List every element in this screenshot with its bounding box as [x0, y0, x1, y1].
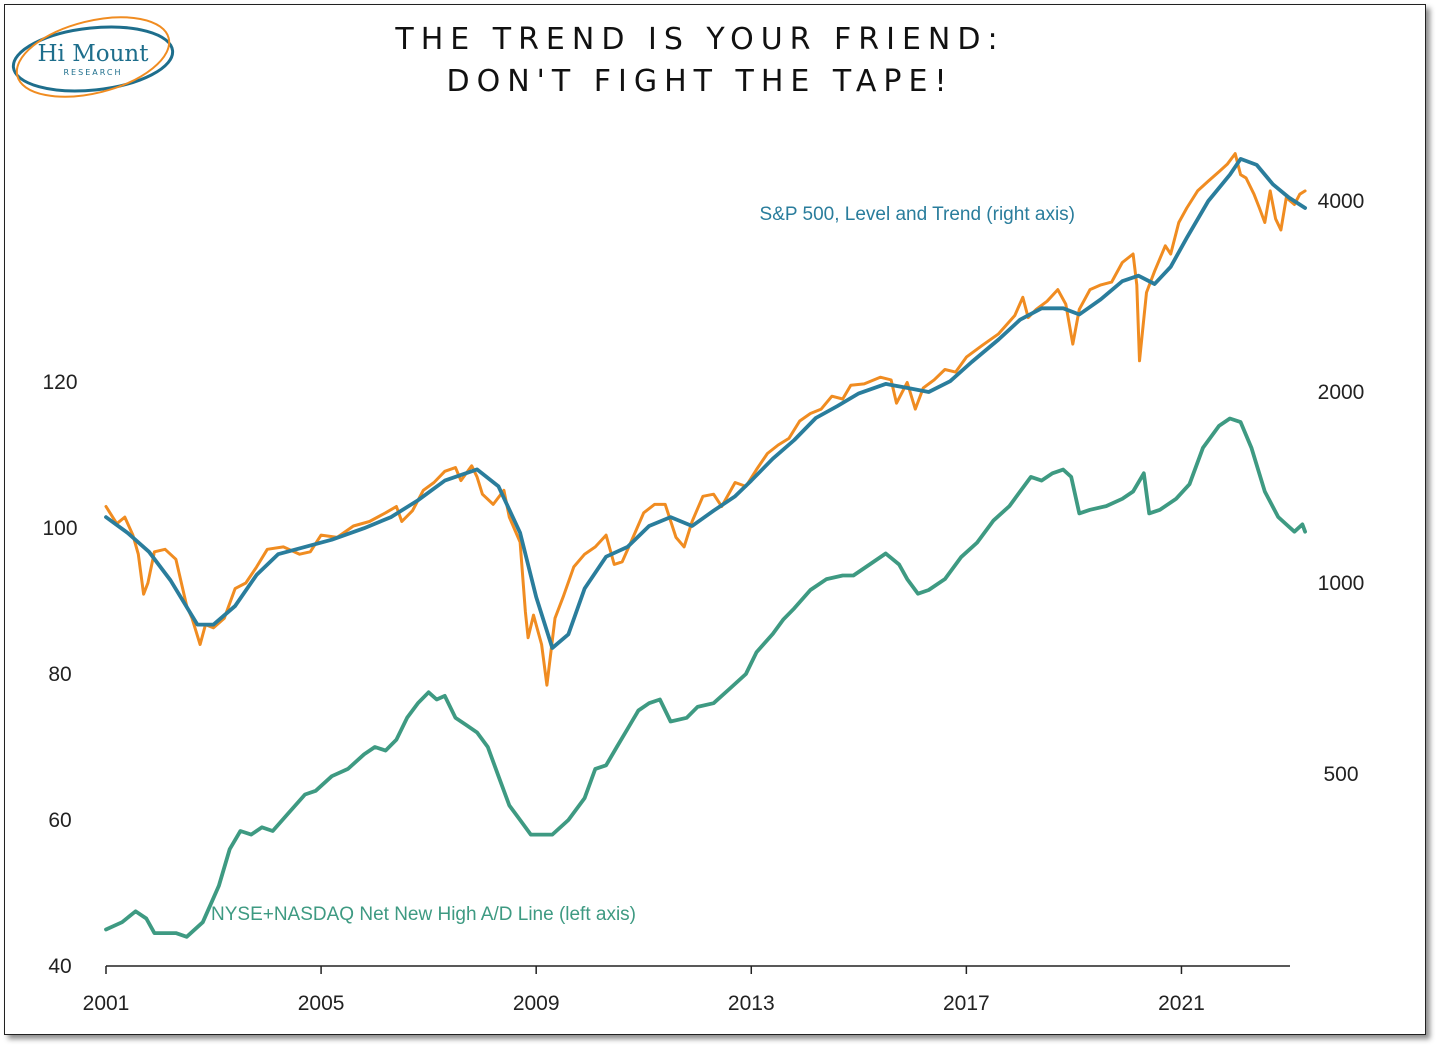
- logo-name: Hi Mount: [38, 41, 150, 67]
- x-tick-label: 2013: [728, 992, 775, 1015]
- left-y-tick-label: 40: [48, 955, 71, 978]
- right-y-tick-label: 1000: [1318, 572, 1365, 595]
- x-tick-label: 2009: [513, 992, 560, 1015]
- right-y-tick-label: 500: [1323, 763, 1358, 786]
- x-tick-label: 2021: [1158, 992, 1205, 1015]
- x-tick-label: 2001: [83, 992, 130, 1015]
- spx-trend-line: [104, 157, 1307, 650]
- left-y-tick-label: 120: [42, 371, 77, 394]
- logo-sub: RESEARCH: [64, 68, 123, 77]
- left-y-tick-label: 80: [48, 663, 71, 686]
- x-tick-label: 2005: [298, 992, 345, 1015]
- chart-frame: [4, 4, 1426, 1035]
- ad-line-annotation: NYSE+NASDAQ Net New High A/D Line (left …: [211, 904, 636, 925]
- right-y-tick-label: 2000: [1318, 381, 1365, 404]
- spx-annotation: S&P 500, Level and Trend (right axis): [760, 204, 1075, 225]
- ad-line: [104, 416, 1307, 939]
- left-y-tick-label: 60: [48, 809, 71, 832]
- x-tick-label: 2017: [943, 992, 990, 1015]
- chart-title-line-2: DON'T FIGHT THE TAPE!: [446, 64, 954, 99]
- hi-mount-logo: Hi Mount RESEARCH: [11, 16, 175, 98]
- spx-level-line: [104, 152, 1307, 687]
- right-y-tick-label: 4000: [1318, 190, 1365, 213]
- left-y-tick-label: 100: [42, 517, 77, 540]
- chart-title-line-1: THE TREND IS YOUR FRIEND:: [395, 22, 1005, 57]
